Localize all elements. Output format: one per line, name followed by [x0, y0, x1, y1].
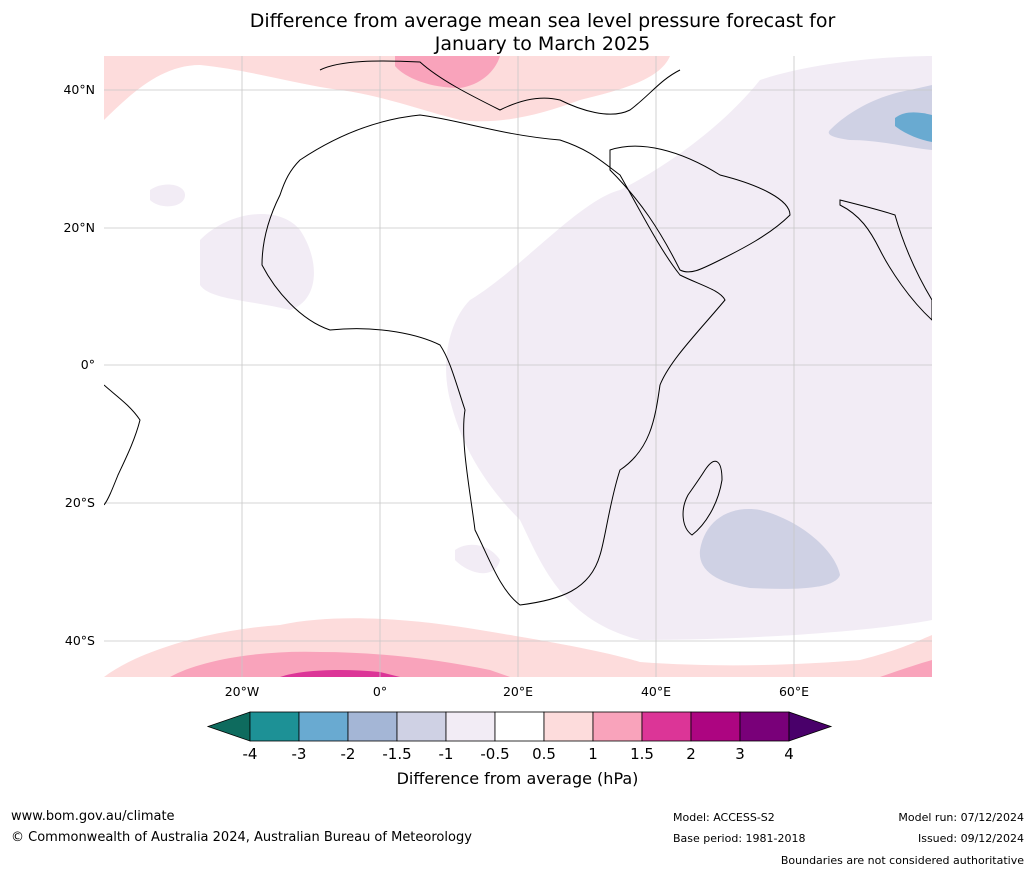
europe-coastline	[319, 60, 681, 115]
colorbar-bin	[543, 711, 594, 742]
anomaly-weak-negative-west	[200, 213, 314, 310]
lat-label-40s: 40°S	[64, 633, 95, 648]
colorbar-bin	[641, 711, 692, 742]
footer-copyright: © Commonwealth of Australia 2024, Austra…	[11, 830, 472, 845]
lon-label-20w: 20°W	[224, 684, 260, 699]
graticule	[104, 56, 932, 677]
anomaly-weak-negative-sw	[455, 544, 500, 574]
anomaly-strong-negative-central-asia	[895, 112, 932, 142]
anomaly-negative-madagascar-east	[699, 509, 840, 589]
colorbar-tick-label: -4	[242, 745, 258, 763]
colorbar-extend-min	[206, 711, 251, 742]
colorbar-tick-label: -2	[340, 745, 356, 763]
colorbar-extend-max	[788, 711, 833, 742]
anomaly-weak-negative-ind	[722, 343, 760, 360]
colorbar-bin	[494, 711, 545, 742]
colorbar-tick-label: 1.5	[630, 745, 654, 763]
south-america-coastline	[104, 384, 141, 506]
anomaly-positive-south-moderate	[170, 651, 510, 677]
colorbar-bin	[445, 711, 496, 742]
colorbar-bin	[347, 711, 398, 742]
footer-base-period: Base period: 1981-2018	[673, 832, 806, 845]
anomaly-negative-central-asia	[828, 85, 932, 150]
lat-label-20s: 20°S	[64, 495, 95, 510]
colorbar-tick-label: -1	[438, 745, 454, 763]
colorbar-tick-label: 0.5	[532, 745, 556, 763]
colorbar-label: Difference from average (hPa)	[396, 769, 639, 788]
footer-model-run: Model run: 07/12/2024	[898, 811, 1024, 824]
colorbar-bin	[592, 711, 643, 742]
title-line-1: Difference from average mean sea level p…	[249, 10, 836, 32]
colorbar-bin	[739, 711, 790, 742]
colorbar-bin	[690, 711, 741, 742]
lon-label-20e: 20°E	[502, 684, 534, 699]
colorbar-tick-label: -3	[291, 745, 307, 763]
colorbar-bin	[298, 711, 349, 742]
colorbar-tick-label: -0.5	[480, 745, 510, 763]
footer-model: Model: ACCESS-S2	[673, 811, 775, 824]
anomaly-weak-negative-blob	[150, 184, 185, 207]
anomaly-weak-negative-east	[446, 56, 932, 640]
map-title: Difference from average mean sea level p…	[0, 10, 1035, 56]
colorbar-tick-label: -1.5	[382, 745, 412, 763]
lon-label-40e: 40°E	[640, 684, 672, 699]
colorbar-tick-label: 2	[686, 745, 696, 763]
colorbar-bin	[249, 711, 300, 742]
colorbar-tick-label: 3	[735, 745, 745, 763]
india-coastline	[839, 199, 932, 321]
anomaly-positive-south-strong	[280, 669, 400, 677]
footer-issued: Issued: 09/12/2024	[917, 832, 1024, 845]
colorbar-tick-label: 4	[784, 745, 794, 763]
lat-label-20n: 20°N	[63, 220, 95, 235]
footer-disclaimer: Boundaries are not considered authoritat…	[780, 854, 1024, 867]
anomaly-positive-south-moderate-east	[880, 660, 932, 677]
lon-label-0: 0°	[372, 684, 388, 699]
arabia-coastline	[609, 145, 791, 273]
colorbar-bin	[396, 711, 447, 742]
lon-label-60e: 60°E	[778, 684, 810, 699]
madagascar-coastline	[682, 460, 723, 536]
anomaly-positive-north-moderate	[395, 56, 500, 88]
coastlines	[104, 60, 932, 606]
lat-label-0: 0°	[80, 357, 95, 372]
anomaly-positive-north	[104, 56, 670, 122]
colorbar	[206, 711, 833, 742]
colorbar-tick-label: 1	[588, 745, 598, 763]
lat-label-40n: 40°N	[63, 82, 95, 97]
africa-coastline	[261, 114, 726, 606]
footer-website: www.bom.gov.au/climate	[11, 809, 175, 824]
title-line-2: January to March 2025	[434, 33, 651, 55]
